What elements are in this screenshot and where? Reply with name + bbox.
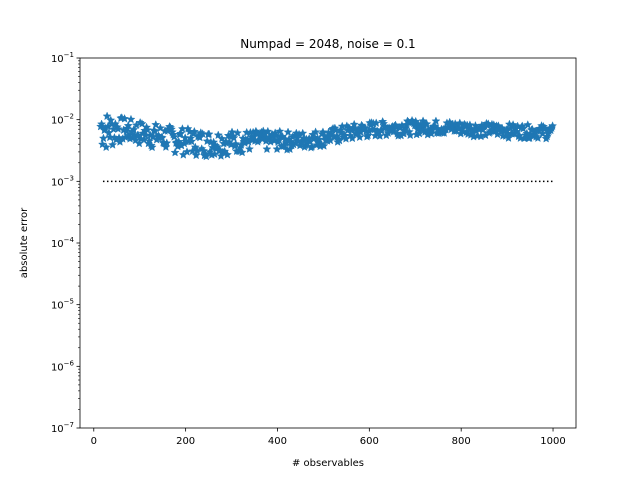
data-point xyxy=(97,119,107,129)
data-point xyxy=(283,127,293,137)
data-point xyxy=(170,147,180,157)
data-point xyxy=(198,129,208,138)
data-point xyxy=(422,119,432,128)
x-tick-label: 600 xyxy=(360,436,379,447)
data-point xyxy=(176,128,186,138)
data-point xyxy=(229,133,239,142)
x-tick-label: 200 xyxy=(176,436,195,447)
y-axis-title: absolute error xyxy=(19,207,30,278)
x-tick-label: 0 xyxy=(91,436,97,447)
plot-frame xyxy=(79,57,577,429)
data-point xyxy=(271,131,281,140)
data-point xyxy=(150,126,160,136)
data-point xyxy=(108,140,118,149)
data-point xyxy=(237,147,247,157)
y-tick-label: 10−4 xyxy=(51,236,75,250)
data-point xyxy=(169,132,179,141)
data-point xyxy=(349,119,359,129)
y-tick-label: 10−2 xyxy=(51,113,74,127)
data-point xyxy=(147,142,157,152)
data-point xyxy=(298,128,308,138)
x-tick-label: 1000 xyxy=(540,436,565,447)
data-point xyxy=(143,125,153,134)
data-point xyxy=(151,120,161,129)
y-tick-label: 10−5 xyxy=(51,298,74,312)
data-point xyxy=(431,116,441,125)
data-point xyxy=(162,138,172,147)
data-point xyxy=(129,125,139,134)
data-point xyxy=(319,141,329,150)
data-point xyxy=(120,114,130,123)
data-point xyxy=(231,139,241,148)
data-point xyxy=(355,132,365,142)
data-point xyxy=(222,150,232,159)
data-points xyxy=(96,111,558,161)
data-point xyxy=(187,136,197,146)
x-axis-title: # observables xyxy=(292,458,364,469)
data-point xyxy=(101,142,111,152)
data-point xyxy=(189,126,199,136)
data-point xyxy=(371,118,381,127)
x-axis: 0 200 400 600 800 1000 xyxy=(91,428,566,447)
chart-title: Numpad = 2048, noise = 0.1 xyxy=(240,37,415,51)
y-axis: 10−7 10−6 10−5 10−4 10−3 10−2 10−1 xyxy=(51,51,80,435)
data-point xyxy=(233,128,243,137)
data-point xyxy=(204,129,214,139)
y-tick-label: 10−7 xyxy=(51,421,74,435)
data-point xyxy=(102,111,112,121)
x-tick-label: 400 xyxy=(268,436,287,447)
x-tick-label: 800 xyxy=(452,436,471,447)
data-point xyxy=(123,121,133,130)
data-point xyxy=(137,119,147,128)
data-point xyxy=(347,133,357,143)
data-point xyxy=(275,126,285,136)
y-tick-label: 10−3 xyxy=(51,174,74,188)
data-point xyxy=(126,114,136,124)
data-point xyxy=(523,120,533,129)
data-point xyxy=(213,130,223,140)
data-point xyxy=(262,144,272,154)
data-point xyxy=(98,133,108,143)
data-point xyxy=(244,144,254,153)
y-tick-label: 10−6 xyxy=(51,359,75,373)
data-point xyxy=(113,124,123,133)
y-tick-label: 10−1 xyxy=(51,51,74,65)
data-point xyxy=(548,121,558,130)
